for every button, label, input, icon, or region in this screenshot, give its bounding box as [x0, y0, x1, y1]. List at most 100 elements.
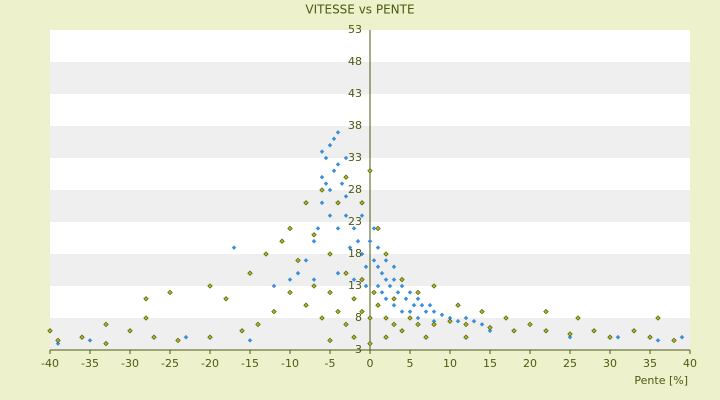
point — [431, 318, 437, 324]
point — [103, 340, 109, 347]
x-axis-label: Pente [%] — [634, 374, 688, 387]
point — [335, 226, 341, 231]
x-tick-label: 5 — [407, 357, 414, 370]
point — [419, 302, 425, 308]
point — [423, 309, 429, 314]
y-tick-label: 18 — [348, 247, 362, 260]
y-tick-label: 13 — [348, 279, 362, 292]
point — [103, 321, 109, 328]
point — [271, 283, 277, 289]
x-tick-label: 30 — [603, 357, 617, 370]
point — [511, 328, 517, 334]
point — [383, 258, 389, 263]
point — [315, 226, 321, 231]
point — [647, 334, 653, 340]
point — [455, 318, 461, 324]
x-tick-label: 0 — [367, 357, 374, 370]
x-tick-label: 40 — [683, 357, 697, 370]
point — [351, 296, 357, 302]
point — [567, 331, 573, 337]
point — [303, 258, 309, 263]
point — [319, 174, 325, 180]
point — [351, 334, 357, 340]
point — [363, 264, 369, 270]
point — [423, 334, 429, 340]
y-tick-label: 23 — [348, 215, 362, 228]
point — [463, 334, 469, 340]
point — [567, 334, 573, 340]
point — [391, 277, 397, 282]
point — [295, 270, 301, 276]
point — [207, 334, 213, 340]
point — [311, 238, 317, 244]
point — [383, 251, 389, 257]
point — [303, 302, 309, 308]
point — [359, 276, 365, 283]
point — [279, 238, 285, 244]
point — [359, 200, 365, 206]
point — [367, 168, 373, 174]
point — [391, 296, 397, 302]
y-tick-label: 53 — [348, 23, 362, 36]
point — [167, 289, 173, 296]
point — [399, 309, 405, 314]
point — [371, 258, 377, 263]
x-tick-label: -25 — [161, 357, 179, 370]
point — [363, 283, 369, 289]
point — [287, 289, 293, 296]
x-tick-label: -20 — [201, 357, 219, 370]
point — [415, 321, 421, 328]
point — [247, 270, 253, 276]
point — [383, 315, 389, 321]
point — [335, 130, 341, 135]
point — [151, 334, 157, 340]
point — [55, 337, 61, 344]
point — [471, 318, 477, 324]
point — [399, 328, 405, 334]
point — [127, 328, 133, 334]
chart-title: VITESSE vs PENTE — [305, 3, 414, 17]
point — [671, 337, 677, 344]
point — [487, 328, 493, 334]
point — [411, 302, 417, 308]
point — [295, 257, 301, 264]
point — [487, 324, 493, 331]
point — [343, 321, 349, 328]
point — [655, 315, 661, 321]
point — [439, 312, 445, 318]
y-tick-label: 43 — [348, 87, 362, 100]
point — [175, 337, 181, 344]
point — [403, 296, 409, 302]
point — [335, 162, 341, 167]
point — [371, 226, 377, 231]
x-tick-label: -5 — [325, 357, 336, 370]
point — [375, 264, 381, 270]
point — [327, 251, 333, 257]
point — [415, 296, 421, 302]
point — [319, 315, 325, 321]
x-tick-label: 15 — [483, 357, 497, 370]
point — [395, 290, 401, 295]
x-tick-label: -40 — [41, 357, 59, 370]
point — [415, 289, 421, 296]
point — [79, 334, 85, 340]
point — [455, 302, 461, 308]
point — [407, 290, 413, 295]
point — [431, 321, 437, 328]
x-tick-label: 25 — [563, 357, 577, 370]
point — [503, 315, 509, 321]
point — [387, 283, 393, 289]
point — [351, 277, 357, 282]
point — [247, 338, 253, 343]
point — [223, 296, 229, 302]
point — [407, 309, 413, 314]
point — [343, 270, 349, 276]
point — [399, 283, 405, 289]
point — [183, 334, 189, 340]
point — [543, 308, 549, 315]
x-tick-label: 10 — [443, 357, 457, 370]
point — [319, 187, 325, 193]
point — [391, 321, 397, 328]
point — [335, 200, 341, 206]
point — [271, 308, 277, 315]
